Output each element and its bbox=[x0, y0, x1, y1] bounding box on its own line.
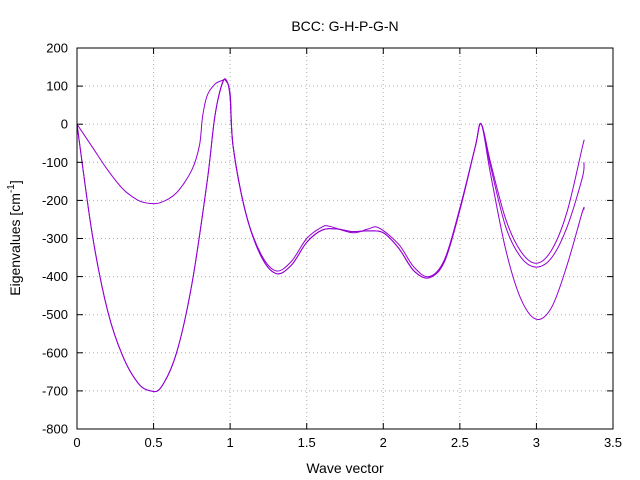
y-tick-label: -500 bbox=[42, 307, 68, 322]
y-tick-label: -200 bbox=[42, 193, 68, 208]
y-axis-label-tail: ] bbox=[7, 180, 23, 184]
y-axis-label-sup: -1 bbox=[6, 184, 17, 193]
y-tick-label: 200 bbox=[46, 41, 68, 56]
x-tick-label: 1.5 bbox=[298, 435, 316, 450]
x-tick-label: 0.5 bbox=[145, 435, 163, 450]
x-tick-label: 3.5 bbox=[604, 435, 622, 450]
y-tick-label: 100 bbox=[46, 79, 68, 94]
x-axis-label: Wave vector bbox=[306, 460, 384, 476]
x-tick-label: 2 bbox=[380, 435, 387, 450]
series-line-2 bbox=[76, 78, 585, 393]
series-line-3 bbox=[76, 78, 585, 320]
series-lines bbox=[76, 78, 585, 393]
y-tick-label: 0 bbox=[61, 117, 68, 132]
y-tick-label: -600 bbox=[42, 345, 68, 360]
y-axis-label-main: Eigenvalues [cm bbox=[7, 193, 23, 296]
y-axis-label: Eigenvalues [cm-1] bbox=[6, 180, 23, 296]
x-tick-label: 1 bbox=[227, 435, 234, 450]
x-tick-label: 3 bbox=[533, 435, 540, 450]
chart-title: BCC: G-H-P-G-N bbox=[291, 18, 398, 34]
y-tick-label: -300 bbox=[42, 231, 68, 246]
y-tick-label: -700 bbox=[42, 383, 68, 398]
y-tick-label: -100 bbox=[42, 155, 68, 170]
axis-ticks: 0 0.5 1 1.5 2 2.5 3 3.5 200 100 0 -100 -200 -300 -400 -… bbox=[42, 41, 622, 451]
x-tick-label: 2.5 bbox=[451, 435, 469, 450]
grid-lines bbox=[77, 48, 613, 429]
y-tick-label: -800 bbox=[42, 422, 68, 437]
series-line-1 bbox=[76, 78, 585, 393]
x-tick-label: 0 bbox=[73, 435, 80, 450]
y-tick-label: -400 bbox=[42, 269, 68, 284]
